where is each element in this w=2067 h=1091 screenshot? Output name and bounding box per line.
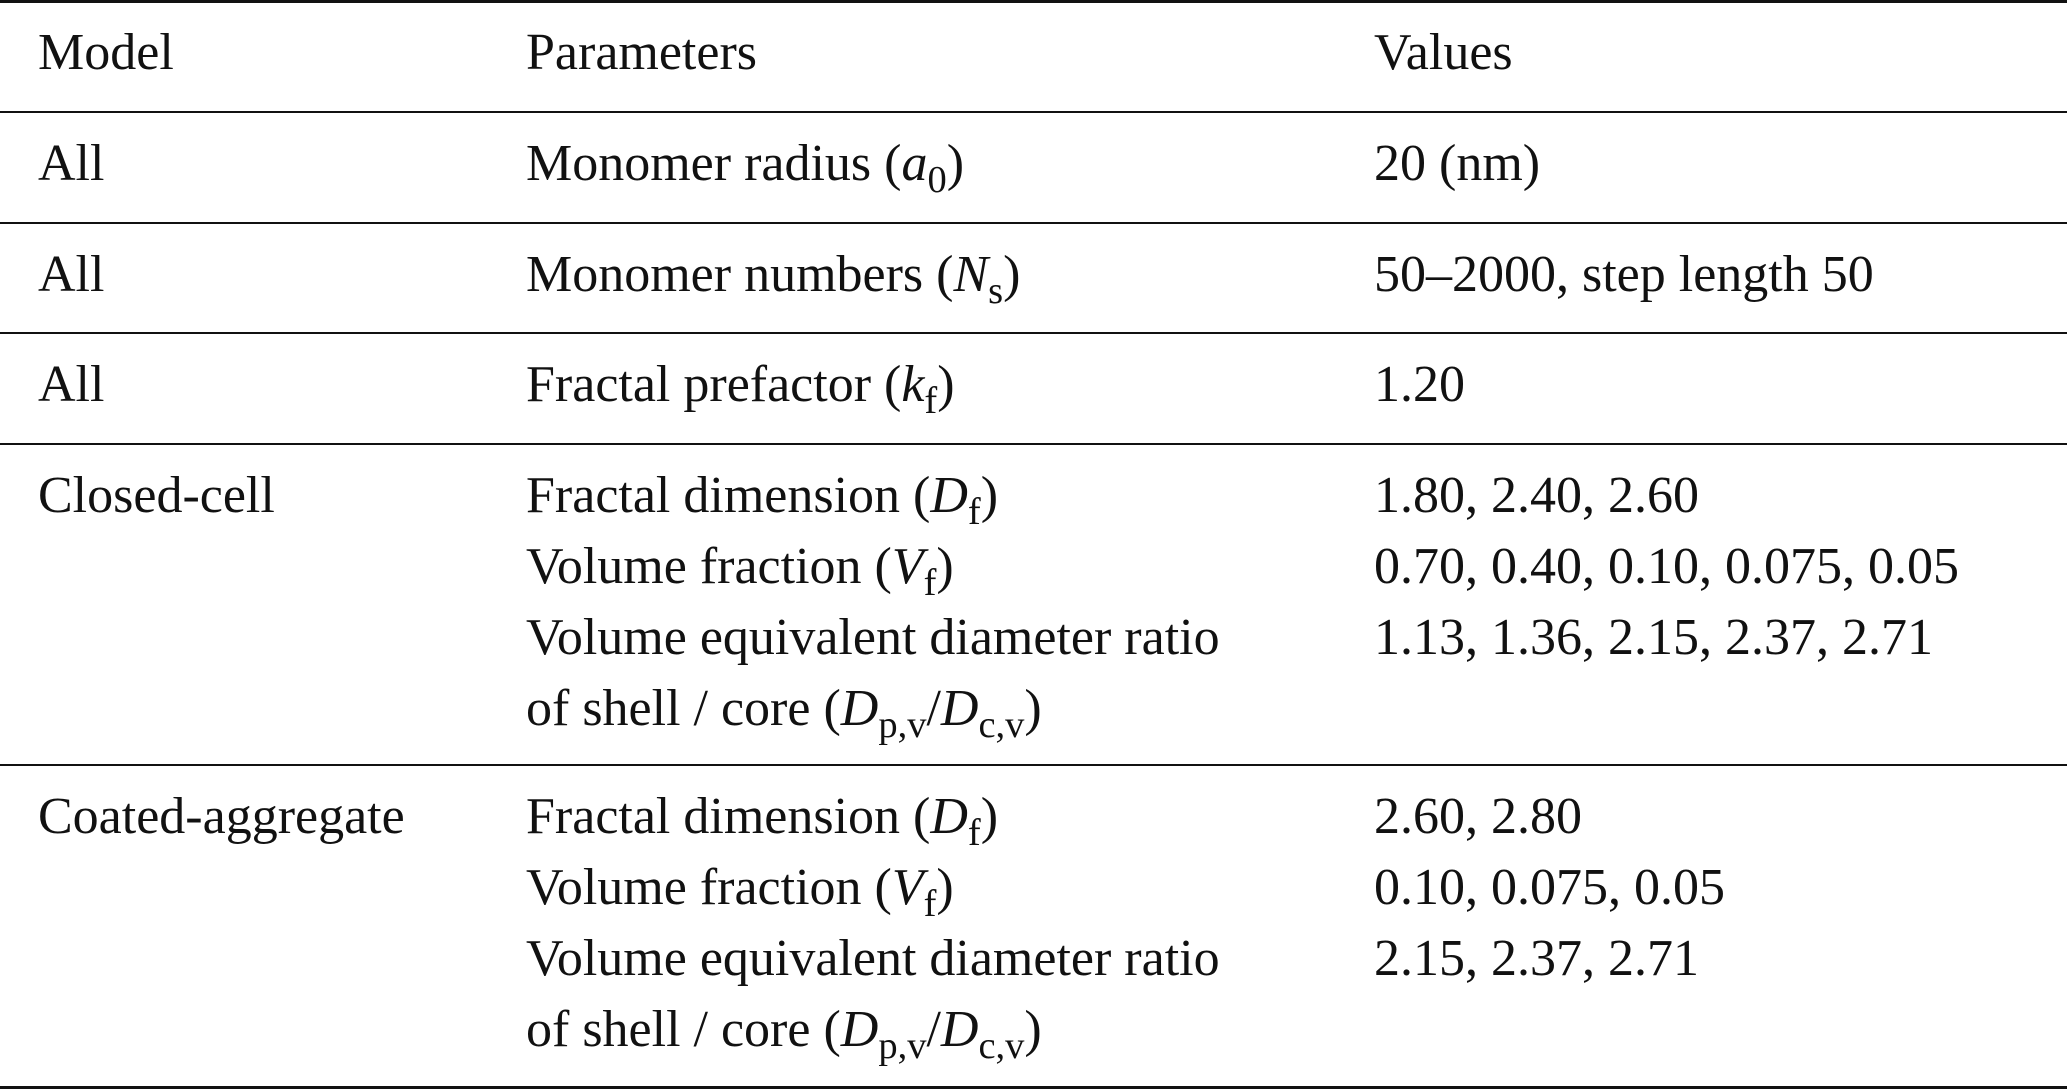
value-cell: 2.60, 2.80 0.10, 0.075, 0.05 2.15, 2.37,…	[1374, 781, 1725, 994]
parameter-line: Volume equivalent diameter ratio	[526, 609, 1220, 666]
parameter-line: Monomer numbers (Ns)	[526, 246, 1021, 313]
parameter-cell: Fractal prefactor (kf)	[526, 349, 955, 423]
table-bottom-rule	[0, 1086, 2067, 1089]
value-line: 0.10, 0.075, 0.05	[1374, 859, 1725, 916]
model-cell: All	[38, 356, 105, 413]
value-line: 2.15, 2.37, 2.71	[1374, 930, 1699, 987]
parameter-line: Fractal dimension (Df)	[526, 788, 999, 855]
value-line: 50–2000, step length 50	[1374, 246, 1874, 303]
parameter-line: Monomer radius (a0)	[526, 135, 965, 202]
parameter-line: of shell / core (Dp,v/Dc,v)	[526, 680, 1042, 747]
table-top-rule	[0, 0, 2067, 3]
row-rule	[0, 443, 2067, 445]
model-cell: Coated-aggregate	[38, 788, 405, 845]
parameter-cell: Monomer numbers (Ns)	[526, 239, 1021, 313]
value-line: 1.80, 2.40, 2.60	[1374, 467, 1699, 524]
model-cell: Closed-cell	[38, 467, 275, 524]
value-line: 1.20	[1374, 356, 1465, 413]
parameter-line: Volume fraction (Vf)	[526, 538, 954, 605]
value-line: 20 (nm)	[1374, 135, 1541, 192]
header-model: Model	[38, 24, 174, 81]
row-rule	[0, 332, 2067, 334]
header-parameters: Parameters	[526, 24, 758, 81]
row-rule	[0, 764, 2067, 766]
parameter-cell: Fractal dimension (Df) Volume fraction (…	[526, 460, 1220, 747]
parameter-line: Volume fraction (Vf)	[526, 859, 954, 926]
value-cell: 20 (nm)	[1374, 128, 1540, 199]
value-line: 2.60, 2.80	[1374, 788, 1582, 845]
parameter-cell: Monomer radius (a0)	[526, 128, 965, 202]
model-cell: All	[38, 135, 105, 192]
row-rule	[0, 222, 2067, 224]
model-cell: All	[38, 246, 105, 303]
parameter-cell: Fractal dimension (Df) Volume fraction (…	[526, 781, 1220, 1068]
header-rule	[0, 111, 2067, 113]
parameter-line: Fractal prefactor (kf)	[526, 356, 955, 423]
value-cell: 50–2000, step length 50	[1374, 239, 1874, 310]
value-cell: 1.20	[1374, 349, 1465, 420]
value-line: 1.13, 1.36, 2.15, 2.37, 2.71	[1374, 609, 1933, 666]
value-cell: 1.80, 2.40, 2.60 0.70, 0.40, 0.10, 0.075…	[1374, 460, 1959, 673]
parameter-line: Volume equivalent diameter ratio	[526, 930, 1220, 987]
parameter-line: Fractal dimension (Df)	[526, 467, 999, 534]
parameter-line: of shell / core (Dp,v/Dc,v)	[526, 1001, 1042, 1068]
value-line: 0.70, 0.40, 0.10, 0.075, 0.05	[1374, 538, 1959, 595]
header-values: Values	[1374, 24, 1513, 81]
